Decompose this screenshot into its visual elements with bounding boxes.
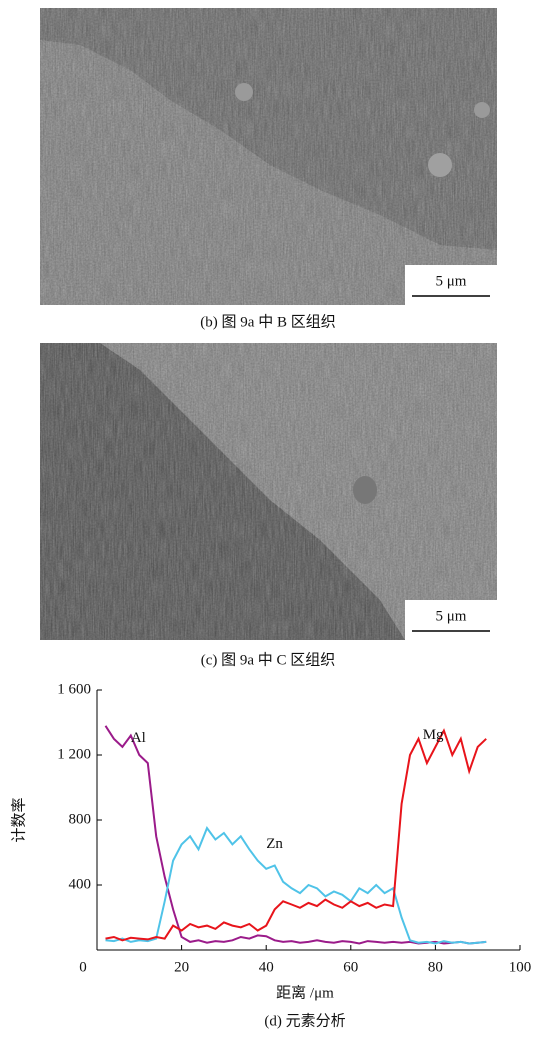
x-tick-label: 20 (174, 959, 189, 975)
micrograph-c: 5 μm (40, 343, 497, 640)
chart: 距离 /μm 计数率 (d) 元素分析 400 800 1 200 1 600 0 20 4… (10, 681, 531, 1029)
caption: (b) 图 9a 中 B 区组织 (200, 313, 335, 330)
series-line (106, 828, 487, 943)
caption: (c) 图 9a 中 C 区组织 (201, 651, 336, 668)
x-tick-label: 60 (343, 959, 358, 975)
series-label: Zn (266, 836, 283, 852)
x-tick-label: 40 (259, 959, 274, 975)
y-axis-title: 计数率 (10, 797, 27, 842)
scale-bar-label: 5 μm (436, 273, 467, 289)
y-tick-label: 1 600 (57, 681, 91, 697)
y-tick-label: 800 (69, 811, 92, 827)
x-tick-label: 0 (79, 959, 87, 975)
scale-bar-label: 5 μm (436, 608, 467, 624)
x-tick-label: 80 (428, 959, 443, 975)
x-axis-title: 距离 /μm (276, 984, 334, 1001)
x-tick-label: 100 (509, 959, 532, 975)
series-label: Mg (423, 727, 444, 743)
y-tick-label: 400 (69, 876, 92, 892)
micrograph-b: 5 μm (40, 8, 497, 305)
caption: (d) 元素分析 (264, 1012, 345, 1029)
series-label: Al (131, 730, 146, 746)
y-tick-label: 1 200 (57, 746, 91, 762)
figure: 5 μm (b) 图 9a 中 B 区组织 5 μm (c) 图 9a 中 C … (0, 0, 544, 1038)
